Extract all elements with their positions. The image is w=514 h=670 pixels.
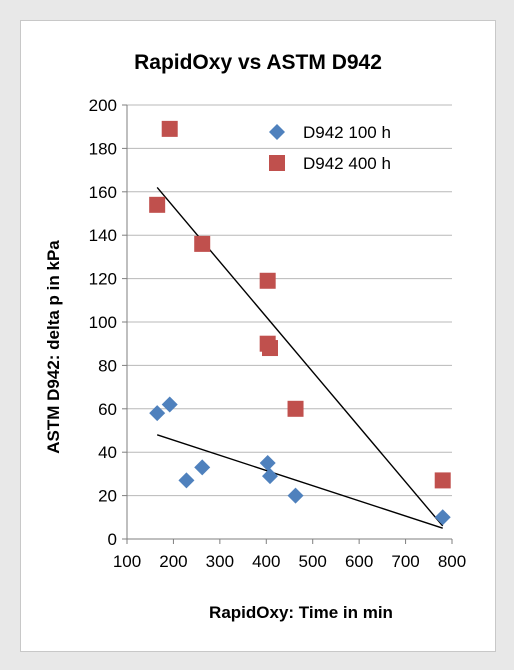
y-tick-label: 200: [89, 96, 117, 115]
x-axis-label: RapidOxy: Time in min: [209, 603, 393, 622]
diamond-point: [149, 405, 166, 422]
x-tick-label: 600: [345, 552, 373, 571]
y-tick-label: 60: [98, 400, 117, 419]
square-point: [434, 472, 451, 489]
diamond-point: [287, 487, 304, 504]
square-point: [149, 196, 166, 213]
legend-label: D942 100 h: [303, 123, 391, 142]
y-tick-label: 20: [98, 487, 117, 506]
diamond-point: [262, 468, 278, 485]
chart-title: RapidOxy vs ASTM D942: [134, 51, 382, 74]
diamond-point: [178, 472, 195, 489]
y-tick-label: 100: [89, 313, 117, 332]
square-point: [161, 120, 178, 137]
y-tick-label: 0: [108, 530, 117, 549]
square-point: [262, 340, 278, 357]
x-tick-label: 100: [113, 552, 141, 571]
x-tick-label: 200: [159, 552, 187, 571]
gridlines: [127, 104, 452, 497]
legend-square-marker: [269, 155, 285, 171]
y-tick-label: 140: [89, 226, 117, 245]
x-tick-label: 500: [299, 552, 327, 571]
square-point: [194, 235, 211, 252]
trendline: [156, 434, 443, 529]
legend: D942 100 h D942 400 h: [269, 123, 391, 173]
y-tick-label: 80: [98, 356, 117, 375]
square-point: [259, 272, 276, 289]
legend-diamond-marker: [269, 124, 285, 140]
axes: [122, 104, 453, 544]
y-tick-label: 120: [89, 270, 117, 289]
y-tick-label: 180: [89, 139, 117, 158]
legend-label: D942 400 h: [303, 154, 391, 173]
diamond-point: [161, 396, 178, 413]
diamond-point: [259, 455, 276, 472]
tick-labels: 0 20 40 60 80 100 120 140 160 180 200 100 200 300 400 5…: [89, 96, 467, 571]
diamond-point: [434, 509, 451, 526]
y-tick-label: 160: [89, 183, 117, 202]
x-tick-label: 300: [206, 552, 234, 571]
x-tick-label: 800: [438, 552, 466, 571]
square-point: [287, 400, 304, 417]
y-axis-label: ASTM D942: delta p in kPa: [44, 240, 63, 454]
scatter-chart: RapidOxy vs ASTM D942 0 20 40 60 80 100 120 140…: [44, 51, 467, 622]
x-tick-label: 700: [391, 552, 419, 571]
data-points: [149, 120, 451, 526]
x-tick-label: 400: [252, 552, 280, 571]
y-tick-label: 40: [98, 443, 117, 462]
chart-area: RapidOxy vs ASTM D942 0 20 40 60 80 100 120 140…: [20, 20, 496, 652]
diamond-point: [194, 459, 211, 476]
